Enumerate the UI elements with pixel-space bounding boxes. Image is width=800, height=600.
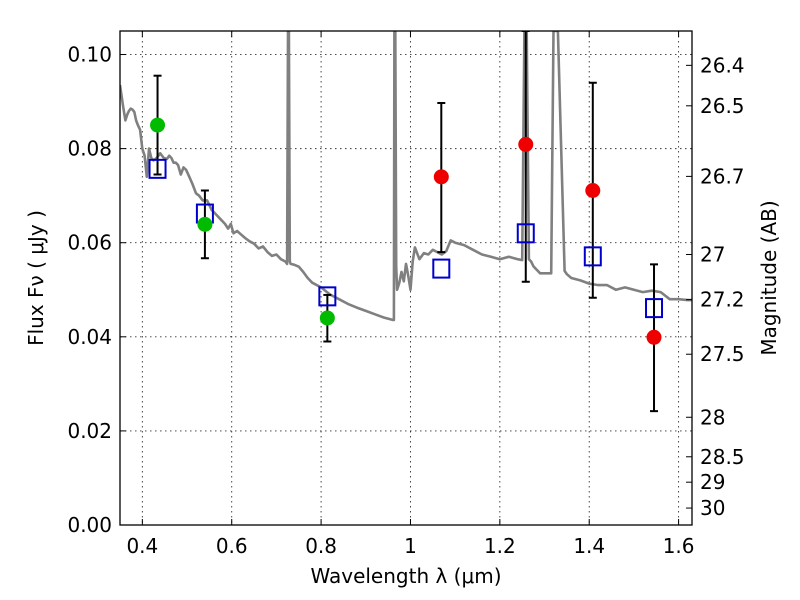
y-tick-label: 0.08: [67, 137, 112, 161]
model-flux-square: [583, 246, 602, 267]
x-tick-label: 1: [404, 534, 417, 558]
right-tick-label: 28: [700, 405, 725, 429]
y-tick-label: 0.00: [67, 513, 112, 537]
x-tick-label: 1.2: [484, 534, 516, 558]
model-flux-square: [318, 286, 337, 307]
x-tick-label: 1.4: [573, 534, 605, 558]
model-flux-square: [516, 223, 535, 244]
right-tick-label: 27.5: [700, 342, 745, 366]
sed-curve-layer: [120, 31, 692, 322]
right-axis-label: Magnitude (AB): [757, 200, 781, 355]
plot-frame: [119, 30, 693, 526]
x-tick-label: 0.6: [216, 534, 248, 558]
detection-point: [150, 117, 166, 133]
x-tick-label: 0.8: [305, 534, 337, 558]
sed-curve: [120, 31, 692, 322]
red-flux-point: [433, 169, 449, 185]
detection-point: [197, 216, 213, 232]
right-tick-label: 28.5: [700, 445, 745, 469]
marker-layer: [148, 117, 664, 345]
right-tick-label: 26.4: [700, 53, 745, 77]
axis-ticks: 0.4 0.6 0.8 1 1.2 1.4 1.6 0.00 0.02 0.04 0.06 0.08 0…: [67, 31, 745, 558]
x-axis-label: Wavelength λ (μm): [310, 564, 501, 588]
model-flux-square: [148, 158, 167, 179]
detection-point: [319, 310, 335, 326]
y-tick-label: 0.02: [67, 419, 112, 443]
y-tick-label: 0.10: [67, 43, 112, 67]
error-bar-layer: [153, 31, 659, 413]
right-tick-label: 27.2: [700, 288, 745, 312]
y-tick-label: 0.06: [67, 231, 112, 255]
red-flux-point: [585, 182, 601, 198]
red-flux-point: [646, 329, 662, 345]
right-tick-label: 29: [700, 470, 725, 494]
y-axis-label: Flux Fν ( μJy ): [24, 210, 48, 346]
model-flux-square: [645, 298, 664, 319]
model-flux-square: [432, 258, 451, 279]
right-tick-label: 27: [700, 242, 725, 266]
red-flux-point: [518, 136, 534, 152]
y-tick-label: 0.04: [67, 325, 112, 349]
x-tick-label: 1.6: [663, 534, 695, 558]
right-tick-label: 26.5: [700, 94, 745, 118]
right-tick-label: 26.7: [700, 164, 745, 188]
grid: [120, 31, 692, 526]
right-tick-label: 30: [700, 496, 725, 520]
x-tick-label: 0.4: [126, 534, 158, 558]
